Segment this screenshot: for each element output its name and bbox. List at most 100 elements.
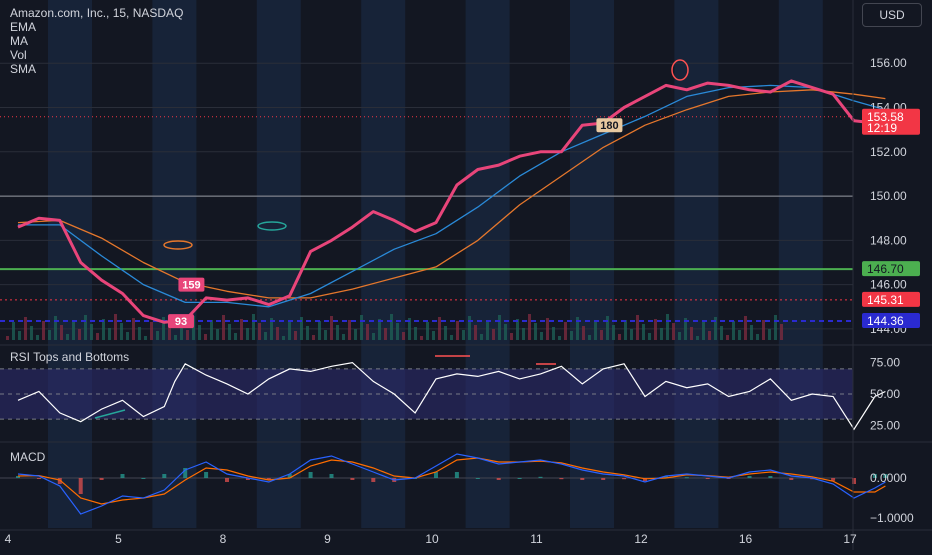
annotation-badge: 180 <box>596 118 623 133</box>
volume-bar <box>42 321 45 340</box>
macd-histogram-bar <box>162 474 167 478</box>
annotation-label: 159 <box>182 280 200 292</box>
session-band <box>570 0 614 528</box>
volume-bar <box>78 329 81 340</box>
time-tick-label: 16 <box>739 532 753 546</box>
volume-bar <box>660 328 663 340</box>
rsi-title[interactable]: RSI Tops and Bottoms <box>10 350 130 364</box>
volume-bar <box>684 318 687 340</box>
volume-bar <box>624 320 627 340</box>
volume-bar <box>546 318 549 340</box>
annotation-label: 93 <box>175 316 187 328</box>
price-tick-label: 146.00 <box>870 278 907 292</box>
volume-bar <box>36 335 39 340</box>
volume-bar <box>84 315 87 340</box>
volume-bar <box>702 322 705 340</box>
session-band <box>256 0 301 528</box>
volume-bar <box>96 333 99 340</box>
volume-bar <box>138 327 141 340</box>
volume-bar <box>132 318 135 340</box>
indicator-vol[interactable]: Vol <box>10 48 27 62</box>
volume-bar <box>24 317 27 340</box>
volume-bar <box>372 333 375 340</box>
indicator-ema[interactable]: EMA <box>10 20 37 34</box>
macd-histogram-bar <box>57 478 62 484</box>
volume-bar <box>510 333 513 340</box>
volume-bar <box>126 332 129 340</box>
volume-bar <box>60 325 63 340</box>
indicator-ma[interactable]: MA <box>10 34 28 48</box>
annotation-badge: 159 <box>178 277 205 292</box>
volume-bar <box>156 331 159 340</box>
rsi-tick-label: 50.00 <box>870 387 900 401</box>
volume-bar <box>252 314 255 340</box>
volume-bar <box>654 319 657 340</box>
ema-series-line <box>18 84 886 308</box>
volume-bar <box>690 327 693 340</box>
volume-bar <box>72 320 75 340</box>
volume-bar <box>462 330 465 340</box>
volume-bar <box>414 327 417 340</box>
volume-bar <box>204 334 207 340</box>
rsi-arrow-up <box>94 409 126 419</box>
ma-series-line <box>17 89 886 299</box>
volume-bar <box>222 315 225 340</box>
price-tag-bg <box>862 312 920 328</box>
session-bands <box>48 0 823 528</box>
price-tag-value: 144.36 <box>867 314 904 328</box>
volume-bar <box>216 329 219 340</box>
macd-title[interactable]: MACD <box>10 450 46 464</box>
macd-histogram-bar <box>852 478 856 484</box>
annotation-badge-bg <box>167 314 194 329</box>
session-band <box>778 0 823 528</box>
symbol-title: Amazon.com, Inc., 15, NASDAQ <box>10 6 184 20</box>
volume-bar <box>780 324 783 340</box>
volume-bar <box>180 321 183 340</box>
volume-bar <box>744 316 747 340</box>
volume-bar <box>282 336 285 340</box>
volume-bar <box>768 329 771 340</box>
volume-bar <box>540 332 543 340</box>
volume-bar <box>630 329 633 340</box>
macd-histogram-bar <box>245 478 250 480</box>
macd-histogram-bar <box>204 472 209 478</box>
macd-histogram-bar <box>601 478 606 480</box>
volume-bar <box>750 325 753 340</box>
volume-bar <box>54 316 57 340</box>
volume-bar <box>300 317 303 340</box>
rsi-tick-label: 25.00 <box>870 418 900 432</box>
chart-annotations: 93 159 180 <box>163 59 689 329</box>
volume-bar <box>258 323 261 340</box>
volume-bar <box>90 324 93 340</box>
annotation-circle <box>163 240 193 250</box>
volume-bar <box>366 324 369 340</box>
horizontal-levels <box>0 116 853 322</box>
volume-bar <box>18 331 21 340</box>
time-axis: 4 5 8 9 10 11 12 16 17 <box>5 532 857 546</box>
volume-bar <box>468 316 471 340</box>
volume-bar <box>120 323 123 340</box>
time-tick-label: 4 <box>5 532 12 546</box>
volume-bar <box>516 319 519 340</box>
price-tag-value: 146.70 <box>867 262 904 276</box>
volume-bar <box>306 326 309 340</box>
volume-bar <box>390 314 393 340</box>
price-tag-mid: 145.31 <box>862 291 920 307</box>
macd-histogram-bar <box>350 478 355 480</box>
volume-bar <box>606 316 609 340</box>
volume-bar <box>330 316 333 340</box>
price-tag-value: 153.58 <box>867 110 904 124</box>
price-tag-bg <box>862 108 920 135</box>
rsi-pane <box>0 355 886 431</box>
volume-bar <box>396 323 399 340</box>
macd-histogram-bar <box>183 468 188 478</box>
volume-bar <box>66 334 69 340</box>
macd-histogram-bar <box>517 478 522 479</box>
macd-histogram-bar <box>308 472 313 478</box>
volume-bar <box>192 316 195 340</box>
session-band <box>152 0 197 528</box>
volume-bar <box>708 331 711 340</box>
currency-button[interactable]: USD <box>862 3 922 27</box>
indicator-sma[interactable]: SMA <box>10 62 37 76</box>
price-series <box>17 79 887 324</box>
